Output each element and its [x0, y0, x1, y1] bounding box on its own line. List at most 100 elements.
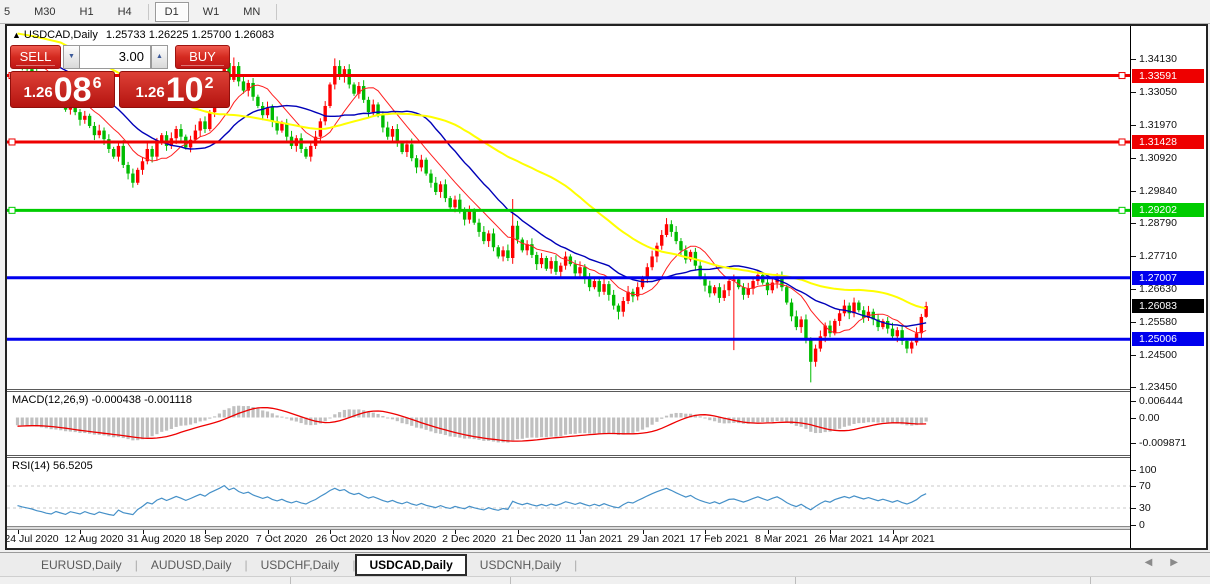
tab-scroll-left-icon[interactable]: ◀: [1144, 557, 1171, 568]
date-axis-label: 29 Jan 2021: [627, 533, 686, 545]
price-level-badge: 1.31428: [1132, 134, 1204, 149]
date-axis-label: 14 Apr 2021: [878, 533, 935, 545]
price-level-badge: 1.25006: [1132, 332, 1204, 347]
tab-scroll-arrows: ◀▶: [1145, 557, 1196, 568]
panel-splitter[interactable]: [7, 389, 1130, 392]
panel-splitter[interactable]: [7, 526, 1130, 530]
timeframe-button-h1[interactable]: H1: [79, 5, 94, 18]
price-axis-label: 1.28790: [1139, 216, 1177, 229]
axis-tick: [1131, 222, 1136, 224]
macd-axis-label: 0.00: [1139, 411, 1160, 424]
date-tick: [642, 530, 644, 534]
date-axis-label: 31 Aug 2020: [127, 533, 186, 545]
date-tick: [267, 530, 269, 534]
line-handle[interactable]: [8, 138, 16, 146]
price-axis-label: 1.29840: [1139, 184, 1177, 197]
status-separator: [290, 577, 291, 584]
axis-tick: [1131, 443, 1136, 445]
date-axis-label: 21 Dec 2020: [501, 533, 562, 545]
date-axis-label: 24 Jul 2020: [7, 533, 59, 545]
toolbar-separator: [147, 3, 149, 20]
chart-tab-usdchf[interactable]: USDCHF,Daily: [260, 557, 340, 572]
date-tick: [205, 530, 206, 534]
rsi-panel[interactable]: [7, 458, 1130, 526]
price-axis-label: 1.27710: [1139, 250, 1177, 263]
timeframe-button-mn[interactable]: MN: [243, 5, 261, 18]
status-separator: [795, 577, 796, 584]
line-handle[interactable]: [1118, 72, 1126, 80]
date-tick: [705, 530, 706, 534]
date-axis: 24 Jul 2020 12 Aug 2020 31 Aug 2020 18 Sep …: [7, 530, 1130, 548]
candlestick-series: [15, 56, 928, 383]
sell-price-display[interactable]: 1.26 08 6: [10, 71, 115, 108]
tab-scroll-right-icon[interactable]: ▶: [1170, 557, 1196, 568]
volume-decrease-button[interactable]: ▼: [63, 45, 80, 69]
one-click-trading-panel: SELL ▼ 3.00 ▲ BUY 1.26 08 6 1.26 10 2: [10, 45, 230, 108]
price-chart-panel[interactable]: [7, 26, 1130, 389]
axis-tick: [1131, 417, 1136, 419]
date-axis-label: 26 Oct 2020: [315, 533, 373, 545]
axis-tick: [1131, 400, 1136, 402]
date-tick: [142, 530, 144, 534]
timeframe-button-d1[interactable]: D1: [154, 1, 189, 22]
axis-tick: [1131, 157, 1136, 159]
macd-histogram: [15, 405, 928, 443]
date-tick: [392, 530, 394, 534]
date-tick: [830, 530, 831, 534]
macd-signal-line: [17, 406, 927, 442]
axis-tick: [1131, 469, 1136, 471]
panel-splitter[interactable]: [7, 455, 1130, 458]
tab-divider: |: [352, 557, 356, 572]
rsi-line: [17, 484, 927, 517]
tab-divider: |: [134, 557, 138, 572]
tab-divider: |: [574, 557, 578, 572]
macd-panel[interactable]: [7, 392, 1130, 455]
timeframe-button-m30[interactable]: M30: [34, 5, 56, 18]
chart-tab-audusd[interactable]: AUDUSD,Daily: [150, 557, 232, 572]
price-axis: 1.34130 1.33050 1.31970 1.30920 1.29840 1.287…: [1130, 26, 1206, 548]
rsi-label: RSI(14) 56.5205: [12, 460, 93, 472]
chart-tab-eurusd[interactable]: EURUSD,Daily: [41, 557, 122, 572]
chart-marker-icon: ▲: [12, 30, 21, 40]
chart-tab-usdcad[interactable]: USDCAD,Daily: [355, 553, 467, 576]
chart-tab-bar: EURUSD,Daily | AUDUSD,Daily | USDCHF,Daily | U…: [0, 552, 1210, 576]
volume-input[interactable]: 3.00: [79, 45, 151, 69]
timeframe-button-h4[interactable]: H4: [117, 5, 132, 18]
line-handle[interactable]: [1118, 206, 1126, 214]
price-axis-label: 1.34130: [1139, 53, 1177, 65]
chart-client-area[interactable]: 24 Jul 2020 12 Aug 2020 31 Aug 2020 18 Sep …: [7, 26, 1206, 548]
price-axis-label: 1.33050: [1139, 86, 1177, 99]
axis-tick: [1131, 524, 1136, 526]
buy-button[interactable]: BUY: [175, 45, 230, 69]
line-handle[interactable]: [8, 206, 16, 214]
chart-symbol-label: USDCAD,Daily: [23, 29, 98, 41]
date-axis-label: 8 Mar 2021: [754, 533, 809, 545]
axis-tick: [1131, 92, 1136, 94]
axis-tick: [1131, 508, 1136, 509]
axis-tick: [1131, 486, 1136, 487]
status-separator: [510, 577, 511, 584]
status-bar: [0, 576, 1210, 584]
date-axis-label: 17 Feb 2021: [689, 533, 749, 545]
sell-button[interactable]: SELL: [10, 45, 61, 69]
timeframe-button-5[interactable]: 5: [4, 5, 11, 18]
axis-tick: [1131, 321, 1136, 323]
volume-increase-button[interactable]: ▲: [151, 45, 168, 69]
rsi-axis-label: 100: [1139, 463, 1157, 476]
buy-price-display[interactable]: 1.26 10 2: [119, 71, 230, 108]
date-axis-label: 12 Aug 2020: [64, 533, 124, 545]
axis-tick: [1131, 59, 1136, 60]
axis-tick: [1131, 190, 1136, 192]
date-tick: [892, 530, 894, 534]
timeframe-button-w1[interactable]: W1: [202, 5, 220, 18]
tab-divider: |: [244, 557, 248, 572]
moving-average-line-10: [17, 55, 927, 334]
status-separator: [1090, 577, 1091, 584]
axis-tick: [1131, 256, 1136, 258]
price-level-badge: 1.29202: [1132, 203, 1204, 218]
chart-tab-usdcnh[interactable]: USDCNH,Daily: [479, 557, 562, 572]
date-axis-label: 7 Oct 2020: [255, 533, 308, 545]
line-handle[interactable]: [1118, 138, 1126, 146]
date-axis-label: 26 Mar 2021: [814, 533, 874, 545]
macd-label: MACD(12,26,9) -0.000438 -0.001118: [12, 394, 192, 406]
